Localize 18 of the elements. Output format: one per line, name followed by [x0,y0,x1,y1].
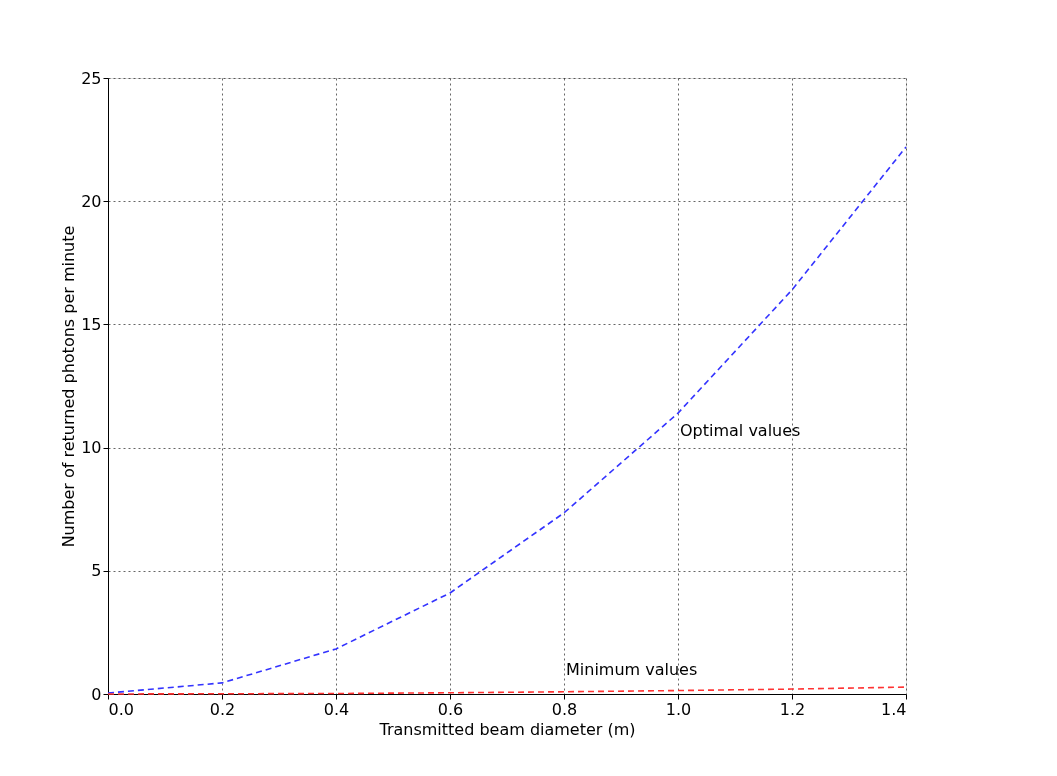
x-tick-label: 0.8 [551,699,578,719]
x-axis-title: Transmitted beam diameter (m) [378,719,636,739]
x-tick-label: 0.0 [108,699,134,719]
y-axis-title: Number of returned photons per minute [59,225,79,548]
y-tick-label: 20 [81,191,102,211]
series-label: Minimum values [566,659,698,679]
y-tick-label: 0 [91,684,102,704]
y-tick-label: 5 [91,561,102,581]
x-tick-label: 0.4 [323,699,350,719]
series-label: Optimal values [680,421,801,441]
x-tick-label: 0.6 [437,699,464,719]
x-tick-label: 1.0 [665,699,692,719]
y-tick-label: 15 [81,314,102,334]
y-tick-label: 25 [81,68,102,88]
y-tick-label: 10 [81,438,102,458]
x-tick-label: 0.2 [209,699,236,719]
x-tick-label: 1.4 [881,699,907,719]
x-tick-label: 1.2 [779,699,806,719]
